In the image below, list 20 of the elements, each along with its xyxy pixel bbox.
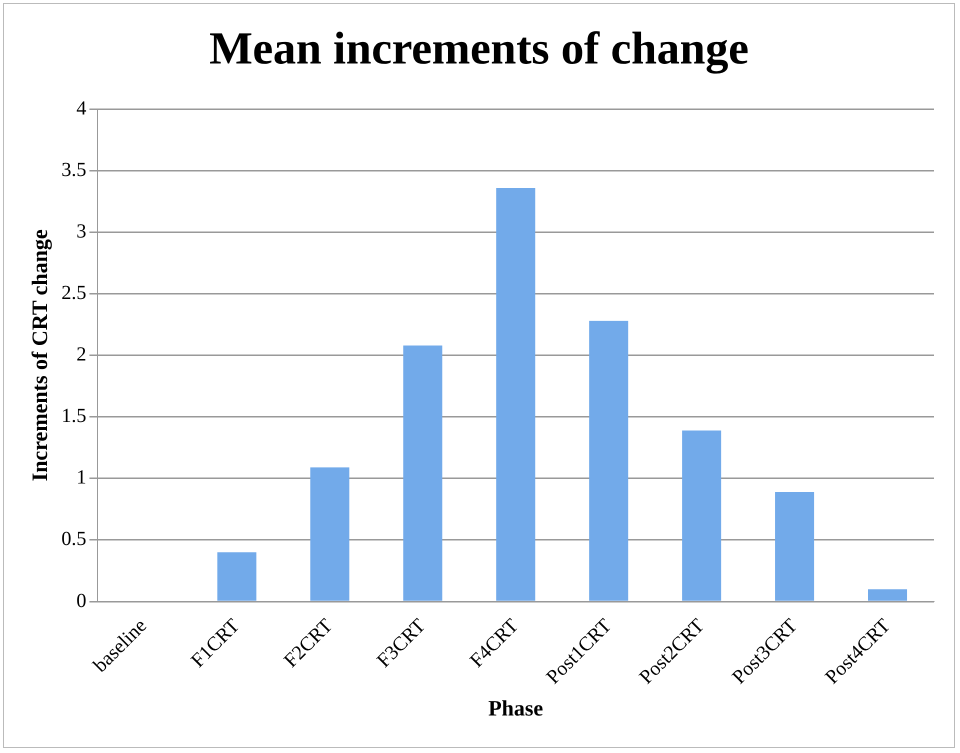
bar [589,320,628,601]
bar [217,552,256,601]
bar [403,346,442,601]
x-axis-title: Phase [488,695,544,720]
y-tick-label: 4 [76,97,86,120]
chart-title: Mean increments of change [209,22,749,74]
bar [682,430,722,601]
y-axis-title: Increments of CRT change [26,229,52,482]
bar [310,467,350,601]
bar [496,188,536,601]
y-tick-label: 1.5 [61,405,86,428]
y-tick-label: 0.5 [61,528,86,550]
y-tick-label: 0 [76,590,86,612]
y-tick-label: 2 [76,344,86,366]
y-tick-label: 3 [76,220,86,243]
y-tick-label: 2.5 [61,282,86,304]
y-tick-label: 1 [76,466,86,489]
bar [868,589,908,601]
bar [775,492,814,601]
y-tick-label: 3.5 [61,158,86,181]
